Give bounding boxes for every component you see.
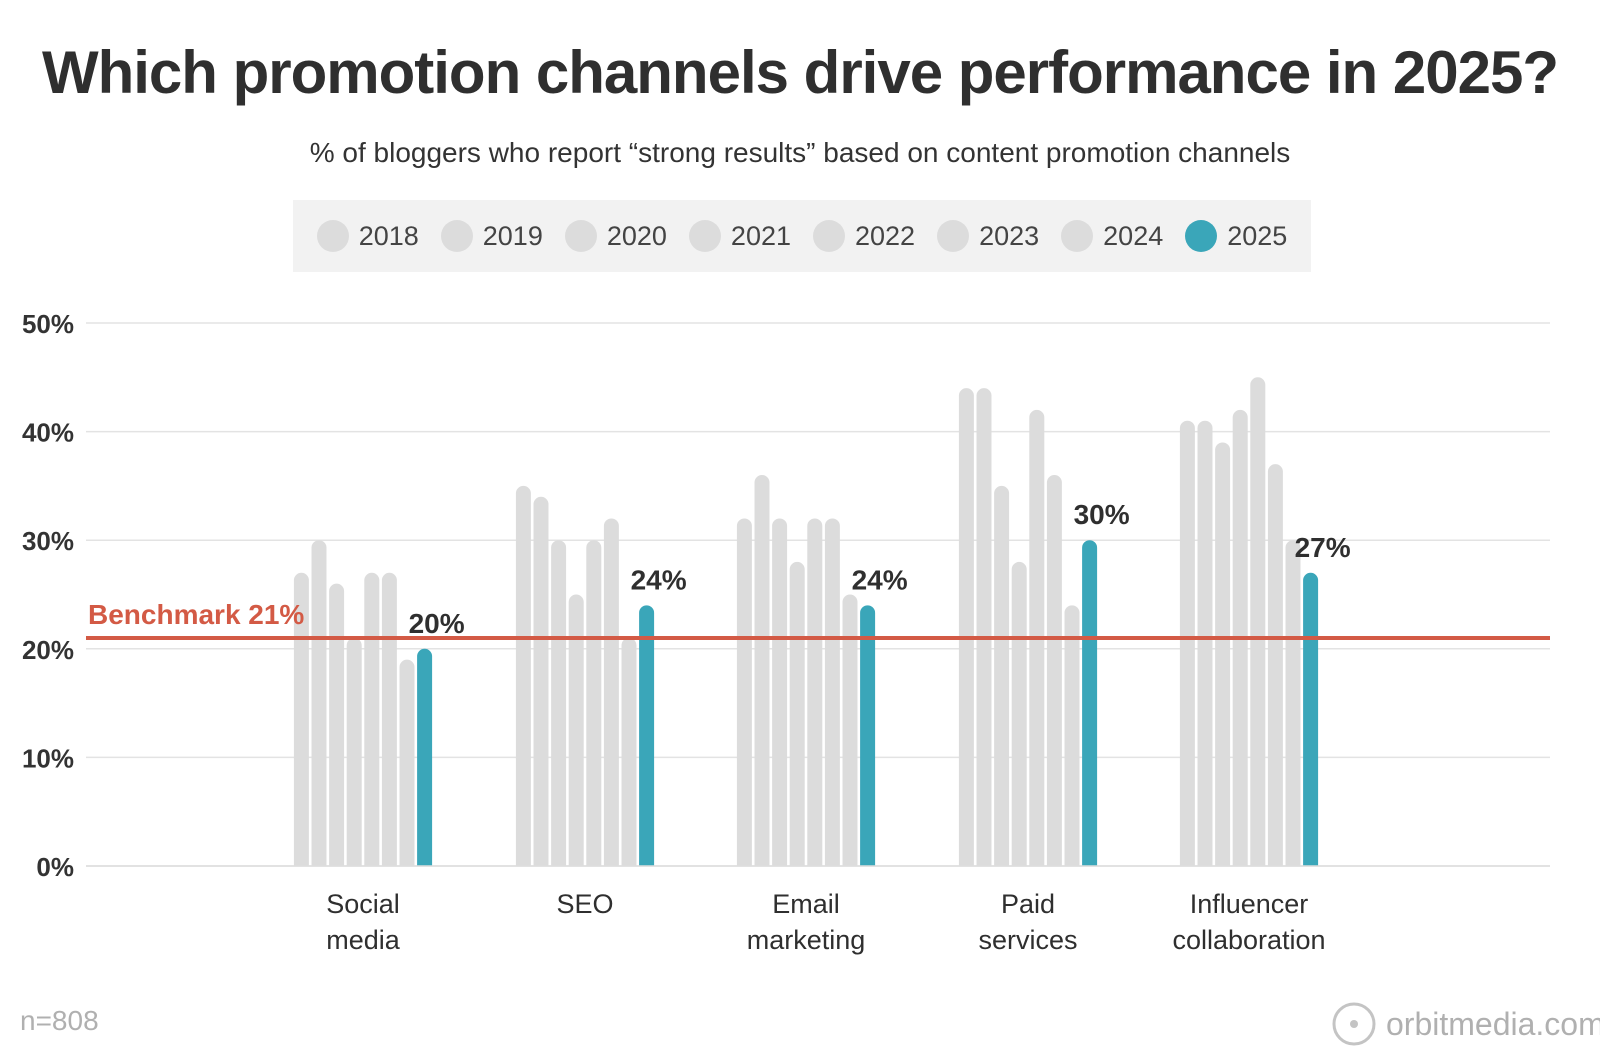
- legend-swatch-2021: [688, 220, 721, 252]
- bar-2018[interactable]: [515, 485, 531, 866]
- legend-swatch-2022: [813, 220, 845, 252]
- bar-2021[interactable]: [1011, 561, 1027, 866]
- data-label: 30%: [1074, 499, 1130, 530]
- sample-size-note: n=808: [20, 1005, 99, 1036]
- bar-2018[interactable]: [293, 572, 309, 866]
- legend-swatch-2019: [440, 220, 473, 252]
- y-tick-label: 20%: [22, 635, 74, 665]
- category-label: marketing: [747, 925, 866, 955]
- legend-item-2025[interactable]: 2025: [1185, 220, 1287, 252]
- bar-2025[interactable]: [1082, 540, 1098, 866]
- legend-swatch-2020: [564, 220, 597, 252]
- bar-2020[interactable]: [329, 583, 345, 866]
- bar-2020[interactable]: [551, 540, 567, 866]
- data-label: 24%: [631, 564, 687, 595]
- bar-2023[interactable]: [603, 518, 619, 866]
- legend-item-2018[interactable]: 2018: [316, 220, 419, 252]
- bar-2019[interactable]: [311, 540, 327, 866]
- category-label: collaboration: [1172, 925, 1325, 955]
- bar-2022[interactable]: [364, 572, 380, 866]
- bar-2018[interactable]: [736, 518, 752, 866]
- y-tick-label: 10%: [22, 743, 74, 773]
- legend-item-2024[interactable]: 2024: [1061, 220, 1163, 252]
- bar-2019[interactable]: [754, 475, 770, 866]
- legend-swatch-2018: [316, 220, 349, 252]
- y-tick-label: 40%: [22, 418, 74, 448]
- bar-2020[interactable]: [994, 485, 1010, 866]
- category-label: SEO: [556, 889, 613, 919]
- bar-2022[interactable]: [807, 518, 823, 866]
- data-label: 24%: [852, 564, 908, 595]
- bar-2021[interactable]: [789, 561, 805, 866]
- bar-2018[interactable]: [958, 388, 974, 866]
- bar-2024[interactable]: [1064, 605, 1080, 866]
- chart-title: Which promotion channels drive performan…: [41, 39, 1559, 106]
- category-label: Paid: [1001, 889, 1055, 919]
- bar-2023[interactable]: [1267, 464, 1283, 866]
- category-label: Influencer: [1190, 889, 1309, 919]
- category-label: Email: [772, 889, 840, 919]
- legend-swatch-2025: [1185, 220, 1218, 252]
- data-label: 27%: [1295, 532, 1351, 563]
- bar-2022[interactable]: [586, 540, 602, 866]
- bar-2019[interactable]: [976, 388, 992, 866]
- legend-item-2023[interactable]: 2023: [937, 220, 1039, 252]
- y-tick-label: 50%: [22, 309, 74, 339]
- bar-2023[interactable]: [1046, 475, 1062, 866]
- category-label: media: [326, 925, 401, 955]
- bar-2018[interactable]: [1179, 420, 1195, 866]
- legend-item-2022[interactable]: 2022: [813, 220, 915, 252]
- legend-label-2024: 2024: [1103, 220, 1164, 251]
- legend-item-2019[interactable]: 2019: [440, 220, 543, 252]
- legend-label-2020: 2020: [606, 220, 667, 251]
- legend-item-2020[interactable]: 2020: [564, 220, 667, 252]
- bar-2025[interactable]: [639, 605, 655, 866]
- category-label: Social: [326, 889, 400, 919]
- bar-2019[interactable]: [1197, 420, 1213, 866]
- category-label: services: [978, 925, 1077, 955]
- orbit-logo-icon: [1332, 1002, 1376, 1046]
- legend-label-2021: 2021: [730, 220, 791, 251]
- bar-2025[interactable]: [860, 605, 876, 866]
- legend-label-2018: 2018: [358, 220, 419, 251]
- legend-label-2025: 2025: [1227, 220, 1288, 251]
- bar-2020[interactable]: [772, 518, 788, 866]
- bar-2025[interactable]: [1303, 572, 1319, 866]
- bar-2022[interactable]: [1250, 377, 1266, 866]
- brand-logo: orbitmedia.com: [1330, 1000, 1600, 1048]
- benchmark-label: Benchmark 21%: [88, 599, 304, 630]
- bar-2021[interactable]: [346, 637, 362, 866]
- bar-2024[interactable]: [842, 594, 858, 867]
- bar-2024[interactable]: [1285, 540, 1301, 866]
- bar-2021[interactable]: [568, 594, 584, 867]
- bar-2025[interactable]: [417, 648, 433, 866]
- bar-2020[interactable]: [1215, 442, 1231, 866]
- chart-legend: 2018 2019 2020 2021 2022 2023 2024 2025: [293, 200, 1311, 272]
- y-tick-label: 30%: [22, 526, 74, 556]
- legend-label-2019: 2019: [482, 220, 543, 251]
- y-tick-label: 0%: [36, 852, 74, 882]
- brand-name: orbitmedia.com: [1386, 1005, 1600, 1042]
- bar-2024[interactable]: [621, 637, 637, 866]
- bar-2023[interactable]: [824, 518, 840, 866]
- legend-swatch-2023: [937, 220, 970, 252]
- data-label: 20%: [409, 608, 465, 639]
- legend-swatch-2024: [1061, 220, 1094, 252]
- bar-2023[interactable]: [381, 572, 397, 866]
- legend-item-2021[interactable]: 2021: [688, 220, 791, 252]
- bar-2024[interactable]: [399, 659, 415, 866]
- chart-subtitle: % of bloggers who report “strong results…: [309, 137, 1291, 168]
- legend-label-2022: 2022: [855, 220, 916, 251]
- legend-label-2023: 2023: [979, 220, 1040, 251]
- bar-2019[interactable]: [533, 496, 549, 866]
